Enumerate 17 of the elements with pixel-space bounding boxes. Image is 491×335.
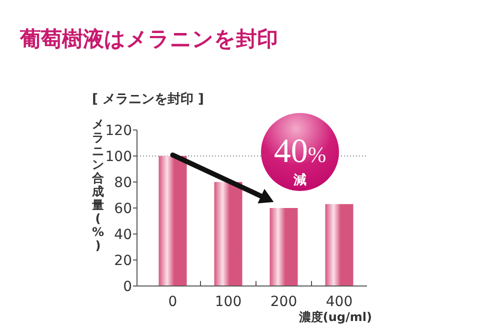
chart-subtitle: [ メラニンを封印 ] xyxy=(92,91,204,107)
y-tick-label: 120 xyxy=(105,123,132,139)
y-tick-label: 20 xyxy=(114,253,132,269)
x-tick-label: 100 xyxy=(214,294,242,310)
annotation: 減 xyxy=(292,173,306,188)
y-tick-label: 40 xyxy=(114,227,132,243)
y-tick-label: 80 xyxy=(114,175,132,191)
text: メラニン合成量(%) xyxy=(92,117,104,252)
x-tick-label: 400 xyxy=(326,294,353,310)
x-tick-label: 0 xyxy=(168,294,178,310)
x-axis-title: 濃度(ug/ml) xyxy=(298,310,372,324)
chart-title: 葡萄樹液はメラニンを封印 xyxy=(19,27,278,51)
annotation: 40% xyxy=(274,133,326,170)
y-tick-label: 0 xyxy=(123,279,132,295)
y-tick-label: 60 xyxy=(114,201,132,217)
x-tick-label: 200 xyxy=(270,294,298,310)
y-tick-label: 100 xyxy=(105,149,132,165)
